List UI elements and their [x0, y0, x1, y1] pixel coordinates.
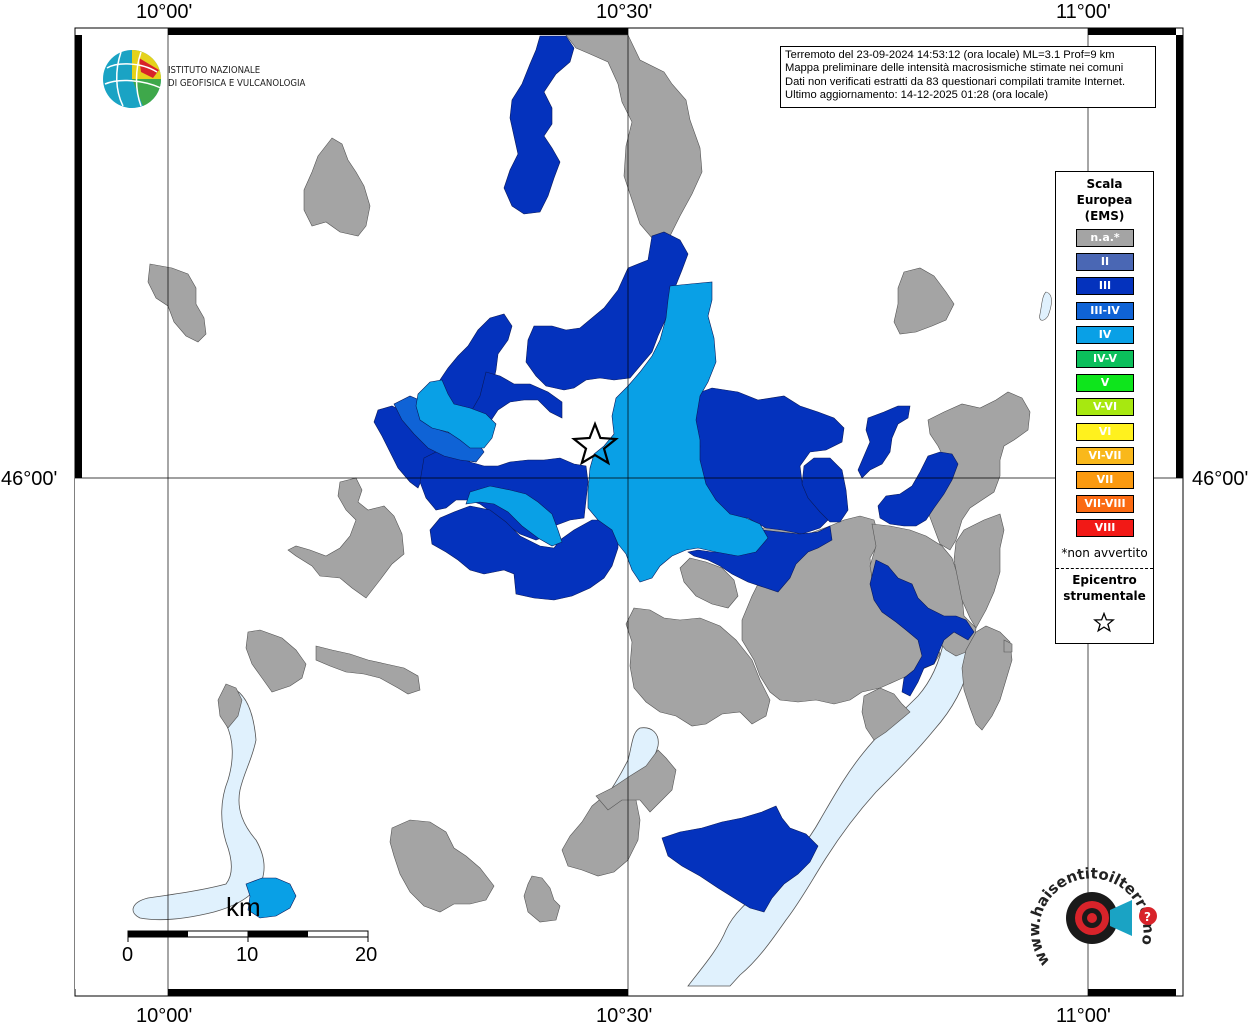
info-line-4: Ultimo aggiornamento: 14-12-2025 01:28 (… — [785, 89, 1049, 102]
legend-item: V-VI — [1076, 398, 1134, 417]
earthquake-info-box: Terremoto del 23-09-2024 14:53:12 (ora l… — [780, 46, 1156, 108]
legend-item: VIII — [1076, 519, 1134, 538]
municipalities-iii — [373, 35, 975, 913]
legend-epicenter-line1: Epicentro — [1072, 573, 1137, 587]
lat-label-right: 46°00' — [1192, 468, 1249, 490]
legend-item: VII-VIII — [1076, 495, 1134, 514]
ingv-name-line2: DI GEOFISICA E VULCANOLOGIA — [168, 78, 306, 89]
ingv-name-line1: ISTITUTO NAZIONALE — [168, 65, 261, 76]
legend-divider — [1056, 568, 1153, 569]
scale-unit: km — [226, 892, 261, 922]
info-line-3: Dati non verificati estratti da 83 quest… — [785, 75, 1126, 88]
lon-label-top-3: 11°00' — [1056, 1, 1111, 23]
ingv-logo-icon — [103, 50, 162, 108]
scale-label-0: 0 — [122, 944, 134, 966]
info-line-2: Mappa preliminare delle intensità macros… — [785, 62, 1124, 75]
scale-label-20: 20 — [355, 944, 378, 966]
legend-title-line2: Europea — [1076, 193, 1133, 207]
legend-item: VI — [1076, 422, 1134, 441]
lat-label-left: 46°00' — [1, 468, 58, 490]
info-line-1: Terremoto del 23-09-2024 14:53:12 (ora l… — [785, 49, 1115, 61]
scale-label-10: 10 — [236, 944, 259, 966]
graticule — [75, 28, 1183, 996]
lon-label-bottom-3: 11°00' — [1056, 1005, 1111, 1027]
legend-item: VI-VII — [1076, 446, 1134, 465]
legend-title: Scala Europea (EMS) — [1056, 176, 1153, 224]
haisentito-logo-icon: www.haisentitoilterremoto.it ? — [1030, 852, 1158, 969]
lon-label-top-2: 10°30' — [596, 1, 653, 23]
legend-item: III-IV — [1076, 301, 1134, 320]
legend-title-line3: (EMS) — [1084, 209, 1125, 223]
legend-item: VII — [1076, 471, 1134, 489]
svg-text:?: ? — [1144, 910, 1151, 924]
municipalities-iv — [245, 281, 769, 919]
legend-item: V — [1076, 374, 1134, 393]
lake-iseo — [132, 689, 265, 920]
lon-label-bottom-1: 10°00' — [136, 1005, 193, 1027]
legend-note: *non avvertito — [1061, 546, 1148, 560]
lon-label-top-1: 10°00' — [136, 1, 193, 23]
lon-label-bottom-2: 10°30' — [596, 1005, 653, 1027]
legend-title-line1: Scala — [1086, 177, 1123, 191]
frame-border-ticks — [75, 28, 1183, 996]
legend-epicenter-line2: strumentale — [1063, 589, 1146, 603]
legend-item: IV — [1076, 325, 1134, 344]
legend-item: IV-V — [1076, 350, 1134, 368]
legend-item: II — [1076, 253, 1134, 272]
legend-item: n.a.* — [1076, 229, 1134, 247]
ems-legend: Scala Europea (EMS) n.a.* II III III-IV IV IV… — [1055, 171, 1154, 644]
legend-epicenter: Epicentro strumentale — [1056, 572, 1153, 604]
legend-item: III — [1076, 277, 1134, 296]
lake-small-ne — [1039, 291, 1052, 321]
ingv-name: ISTITUTO NAZIONALE DI GEOFISICA E VULCAN… — [168, 64, 305, 90]
legend-star-icon — [1093, 612, 1115, 633]
epicenter-star — [571, 420, 619, 466]
municipalities-na — [147, 34, 1031, 923]
scale-bar — [127, 930, 369, 942]
